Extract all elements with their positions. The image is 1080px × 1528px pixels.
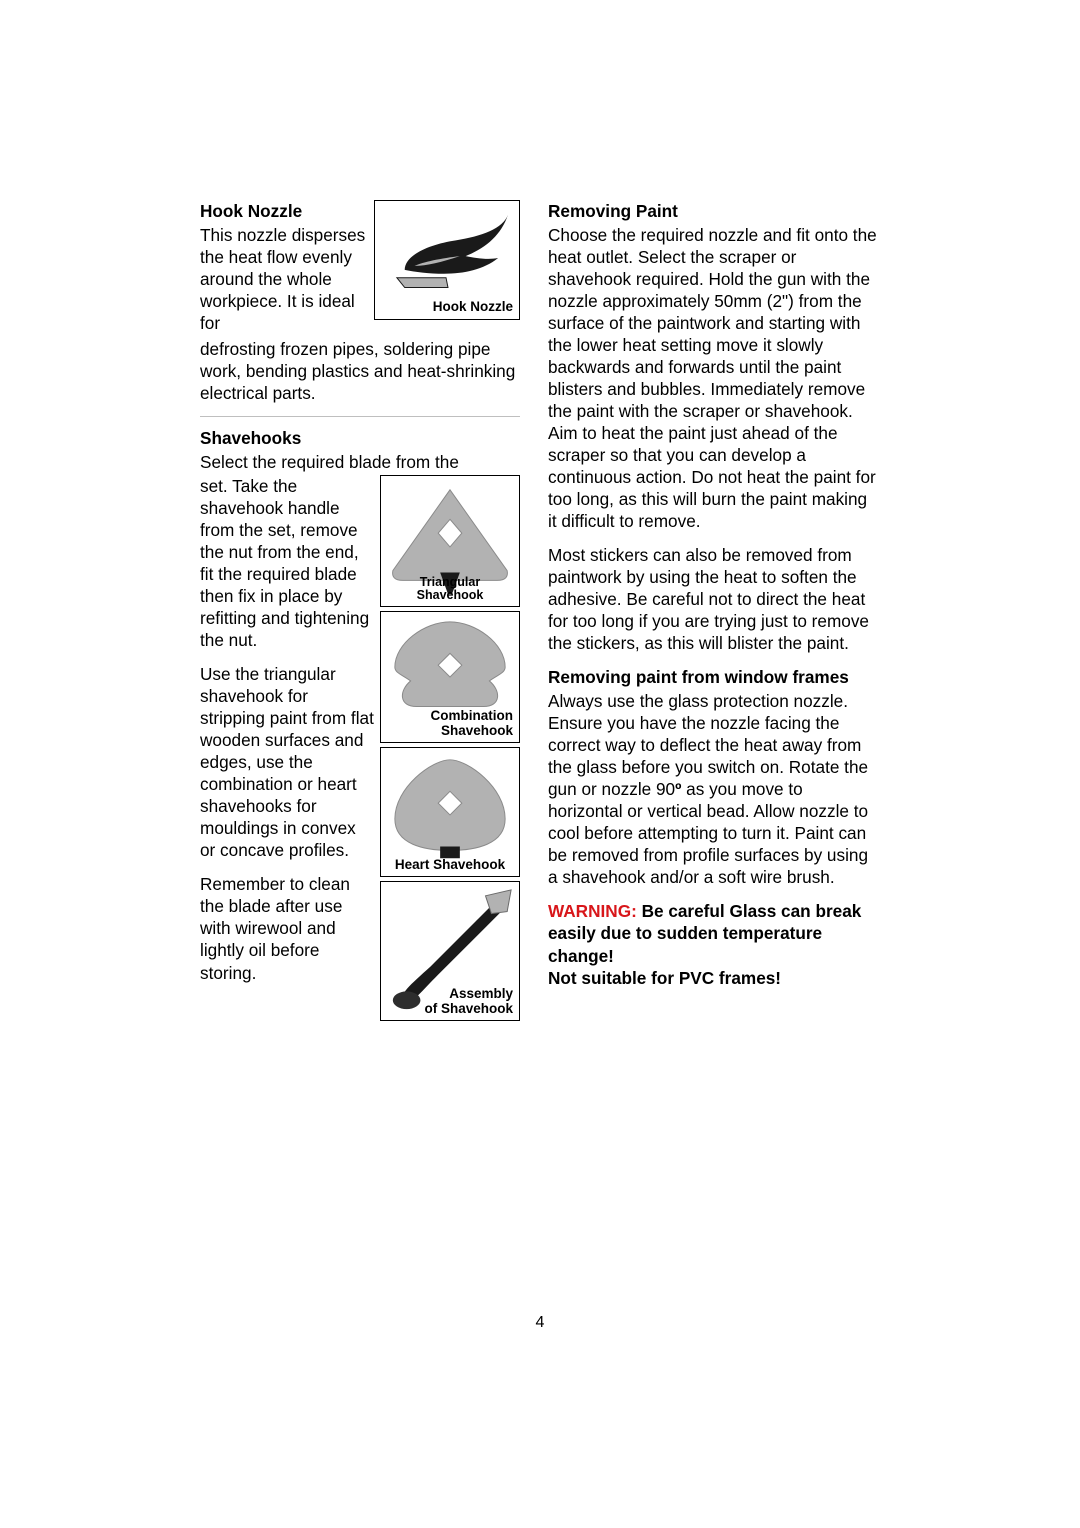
figure-label-assy-1: Assembly <box>449 986 513 1001</box>
removing-para-2: Most stickers can also be removed from p… <box>548 544 880 654</box>
figure-label-heart: Heart Shavehook <box>385 858 515 873</box>
figure-heart-shavehook: Heart Shavehook <box>380 747 520 877</box>
figure-label-combo-2: Shavehook <box>441 723 513 738</box>
figure-triangular-shavehook: Triangular Shavehook <box>380 475 520 607</box>
figure-assembly-shavehook: Assembly of Shavehook <box>380 881 520 1021</box>
figure-combination-shavehook: Combination Shavehook <box>380 611 520 743</box>
warning-line-2: Not suitable for PVC frames! <box>548 968 781 988</box>
removing-para-1: Choose the required nozzle and fit onto … <box>548 224 880 532</box>
warning-block: WARNING: Be careful Glass can break easi… <box>548 900 880 988</box>
divider <box>200 416 520 417</box>
warning-label: WARNING: <box>548 901 637 921</box>
shavehooks-intro: Select the required blade from the <box>200 451 520 473</box>
figure-hook-nozzle: Hook Nozzle <box>374 200 520 320</box>
figure-label-combo-1: Combination <box>431 708 514 723</box>
heading-removing-paint: Removing Paint <box>548 200 880 222</box>
heading-window-frames: Removing paint from window frames <box>548 666 880 688</box>
figure-label-assy-2: of Shavehook <box>424 1001 513 1016</box>
heading-shavehooks: Shavehooks <box>200 427 520 449</box>
hook-para-2: defrosting frozen pipes, soldering pipe … <box>200 338 520 404</box>
frames-para: Always use the glass protection nozzle. … <box>548 690 880 888</box>
figure-label-hook: Hook Nozzle <box>433 300 513 315</box>
figure-label-triangular: Triangular Shavehook <box>385 576 515 604</box>
page-number: 4 <box>0 1314 1080 1332</box>
